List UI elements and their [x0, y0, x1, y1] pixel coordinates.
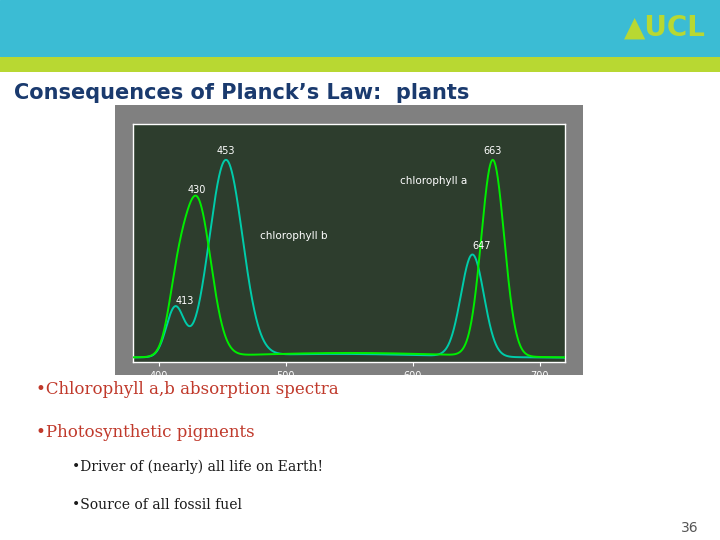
X-axis label: wavelength λ [nm]: wavelength λ [nm] [300, 385, 398, 395]
Text: ▲UCL: ▲UCL [624, 13, 706, 41]
Text: •Source of all fossil fuel: •Source of all fossil fuel [72, 498, 242, 512]
Text: 36: 36 [681, 521, 698, 535]
Text: chlorophyll b: chlorophyll b [260, 231, 328, 241]
Text: •Chlorophyll a,b absorption spectra: •Chlorophyll a,b absorption spectra [36, 381, 338, 397]
Text: 453: 453 [217, 146, 235, 156]
Text: Consequences of Planck’s Law:  plants: Consequences of Planck’s Law: plants [14, 83, 469, 103]
Text: 647: 647 [472, 241, 491, 251]
Text: 413: 413 [175, 296, 194, 306]
Text: 430: 430 [187, 185, 206, 195]
Text: 663: 663 [484, 146, 502, 156]
Text: chlorophyll a: chlorophyll a [400, 176, 467, 186]
Text: absorption: absorption [89, 217, 99, 269]
Text: •Photosynthetic pigments: •Photosynthetic pigments [36, 424, 255, 441]
Text: •Driver of (nearly) all life on Earth!: •Driver of (nearly) all life on Earth! [72, 460, 323, 475]
